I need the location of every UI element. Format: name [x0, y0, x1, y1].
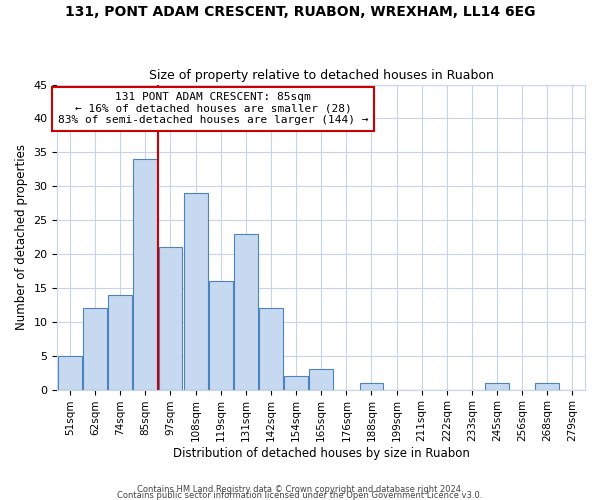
Text: Contains HM Land Registry data © Crown copyright and database right 2024.: Contains HM Land Registry data © Crown c… [137, 484, 463, 494]
Bar [133, 159, 157, 390]
Bar [158, 247, 182, 390]
Bar [83, 308, 107, 390]
Bar [359, 383, 383, 390]
Bar [108, 294, 132, 390]
Bar [259, 308, 283, 390]
Text: 131 PONT ADAM CRESCENT: 85sqm
← 16% of detached houses are smaller (28)
83% of s: 131 PONT ADAM CRESCENT: 85sqm ← 16% of d… [58, 92, 368, 126]
Bar [234, 234, 258, 390]
Text: Contains public sector information licensed under the Open Government Licence v3: Contains public sector information licen… [118, 490, 482, 500]
Bar [535, 383, 559, 390]
Bar [284, 376, 308, 390]
Y-axis label: Number of detached properties: Number of detached properties [15, 144, 28, 330]
Bar [309, 370, 333, 390]
Bar [209, 281, 233, 390]
Title: Size of property relative to detached houses in Ruabon: Size of property relative to detached ho… [149, 69, 494, 82]
Bar [58, 356, 82, 390]
Text: 131, PONT ADAM CRESCENT, RUABON, WREXHAM, LL14 6EG: 131, PONT ADAM CRESCENT, RUABON, WREXHAM… [65, 5, 535, 19]
X-axis label: Distribution of detached houses by size in Ruabon: Distribution of detached houses by size … [173, 447, 470, 460]
Bar [485, 383, 509, 390]
Bar [184, 193, 208, 390]
